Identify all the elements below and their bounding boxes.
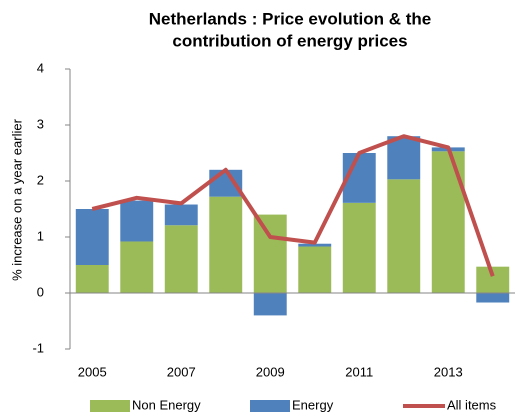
legend-label: Energy [292,397,334,412]
y-tick-label: -1 [32,340,44,355]
bar [387,136,421,180]
legend-label: All items [447,397,497,412]
bar [209,196,243,293]
legend-swatch [250,400,290,412]
y-tick-label: 4 [37,60,44,75]
y-axis-label: % increase on a year earlier [9,118,24,281]
x-tick-label: 2009 [256,364,285,379]
chart-title: contribution of energy prices [172,31,407,50]
chart-title: Netherlands : Price evolution & the [149,9,431,28]
y-tick-label: 2 [37,172,44,187]
bar [253,293,287,316]
legend-label: Non Energy [132,397,201,412]
bar [164,204,198,226]
y-tick-label: 0 [37,284,44,299]
x-tick-label: 2007 [167,364,196,379]
y-tick-label: 1 [37,228,44,243]
bar [75,265,109,293]
x-tick-label: 2013 [434,364,463,379]
bar [298,243,332,247]
bar [387,179,421,293]
x-tick-label: 2011 [345,364,373,379]
bar [209,169,243,197]
bar [476,293,510,303]
bar [164,225,198,293]
bar [253,214,287,293]
legend-swatch [90,400,130,412]
bar [120,241,154,293]
bar [75,209,109,265]
y-tick-label: 3 [37,116,44,131]
x-tick-label: 2005 [78,364,107,379]
line [91,134,495,277]
bar [298,246,332,293]
bar [342,202,376,293]
bar [431,151,465,293]
bar [120,200,154,242]
